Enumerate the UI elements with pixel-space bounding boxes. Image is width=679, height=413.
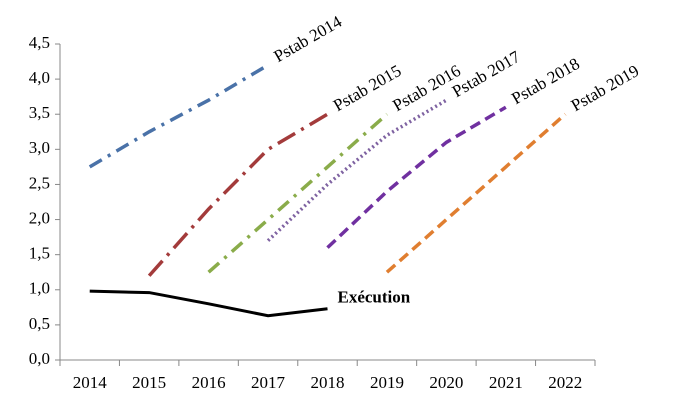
y-tick-label: 2,5 (29, 173, 50, 192)
y-tick-label: 4,0 (29, 68, 50, 87)
x-tick-label: 2016 (192, 373, 226, 392)
x-tick-label: 2021 (489, 373, 523, 392)
x-tick-label: 2022 (548, 373, 582, 392)
y-tick-label: 0,0 (29, 349, 50, 368)
y-tick-label: 4,5 (29, 33, 50, 52)
series-line (88, 63, 269, 169)
series-label: Exécution (338, 288, 411, 307)
y-tick-label: 3,5 (29, 103, 50, 122)
x-tick-label: 2018 (311, 373, 345, 392)
x-tick-label: 2020 (429, 373, 463, 392)
y-tick-label: 2,0 (29, 208, 50, 227)
series-line (147, 112, 329, 277)
y-tick-label: 3,0 (29, 138, 50, 157)
x-tick-label: 2019 (370, 373, 404, 392)
y-tick-label: 1,5 (29, 244, 50, 263)
x-tick-label: 2015 (132, 373, 166, 392)
series-line (326, 105, 507, 249)
y-tick-label: 0,5 (29, 314, 50, 333)
y-tick-label: 1,0 (29, 279, 50, 298)
x-tick-label: 2014 (73, 373, 108, 392)
x-tick-label: 2017 (251, 373, 286, 392)
series-line (89, 289, 328, 318)
series-line (385, 112, 567, 274)
series-label: Pstab 2014 (271, 12, 346, 66)
series-line (207, 112, 389, 274)
series-line (266, 98, 448, 242)
